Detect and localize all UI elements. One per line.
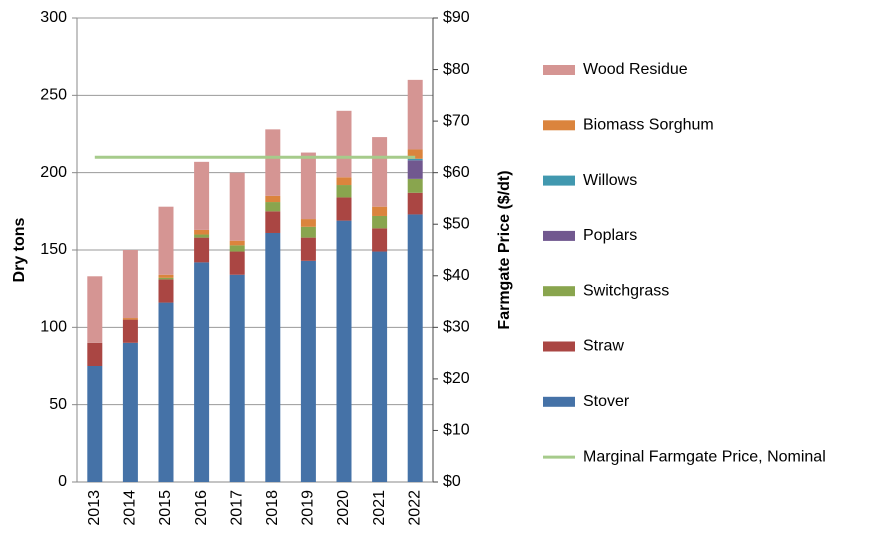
y2-axis-label: Farmgate Price ($/dt) xyxy=(496,170,513,329)
y-tick-label: 200 xyxy=(40,164,67,181)
bar-segment xyxy=(407,178,423,193)
bar-segment xyxy=(87,366,103,482)
bar-segment xyxy=(336,185,352,198)
bar-segment xyxy=(336,110,352,178)
bar-segment xyxy=(300,219,316,227)
bar-segment xyxy=(265,211,281,233)
legend-swatch xyxy=(543,120,575,131)
bar-segment xyxy=(336,177,352,186)
y-tick-label: 100 xyxy=(40,319,67,336)
bar-segment xyxy=(229,245,245,252)
bar-segment xyxy=(265,195,281,203)
x-tick-label: 2015 xyxy=(157,490,174,526)
bar-segment xyxy=(336,220,352,482)
y-tick-label: 300 xyxy=(40,9,67,26)
y2-tick-label: $10 xyxy=(443,422,470,439)
bar-segment xyxy=(229,240,245,246)
bar-segment xyxy=(229,172,245,241)
legend-label: Poplars xyxy=(583,227,637,244)
y-axis-label: Dry tons xyxy=(11,217,28,282)
bar-segment xyxy=(265,129,281,196)
bar-segment xyxy=(122,250,138,319)
y2-tick-label: $80 xyxy=(443,61,470,78)
y2-tick-label: $70 xyxy=(443,112,470,129)
bar-segment xyxy=(372,206,388,216)
bar-segment xyxy=(265,232,281,482)
bar-segment xyxy=(158,277,174,280)
bar-segment xyxy=(158,206,174,275)
legend-label: Wood Residue xyxy=(583,61,688,78)
y2-tick-label: $60 xyxy=(443,164,470,181)
bar-segment xyxy=(372,251,388,482)
bar-segment xyxy=(407,160,423,179)
bar-segment xyxy=(194,229,210,235)
bar-segment xyxy=(122,342,138,482)
y2-tick-label: $40 xyxy=(443,267,470,284)
bar-segment xyxy=(158,302,174,482)
y2-tick-label: $20 xyxy=(443,370,470,387)
bar-segment xyxy=(194,262,210,482)
legend-label: Stover xyxy=(583,393,630,410)
legend-label: Biomass Sorghum xyxy=(583,117,714,134)
legend-label: Marginal Farmgate Price, Nominal xyxy=(583,448,826,465)
legend-swatch xyxy=(543,230,575,241)
bar-segment xyxy=(372,215,388,229)
y2-tick-label: $0 xyxy=(443,473,461,490)
bar-segment xyxy=(87,276,103,343)
x-tick-label: 2019 xyxy=(300,490,317,526)
legend-label: Willows xyxy=(583,172,637,189)
legend-swatch xyxy=(543,65,575,75)
x-tick-label: 2017 xyxy=(228,490,245,526)
bar-segment xyxy=(407,149,423,159)
x-tick-label: 2022 xyxy=(406,490,423,526)
x-tick-label: 2021 xyxy=(371,490,388,526)
bar-segment xyxy=(122,318,138,320)
bar-segment xyxy=(300,152,316,220)
bar-segment xyxy=(194,234,210,238)
bar-segment xyxy=(372,137,388,207)
x-tick-label: 2013 xyxy=(86,490,103,526)
bar-segment xyxy=(372,228,388,252)
bar-segment xyxy=(87,342,103,366)
y2-tick-label: $90 xyxy=(443,9,470,26)
y2-tick-label: $30 xyxy=(443,319,470,336)
bar-segment xyxy=(407,79,423,150)
legend-swatch xyxy=(543,396,575,407)
y-tick-label: 250 xyxy=(40,87,67,104)
bar-segment xyxy=(122,319,138,343)
legend-swatch xyxy=(543,341,575,352)
legend-swatch xyxy=(543,175,575,186)
bar-segment xyxy=(407,158,423,161)
bar-segment xyxy=(229,274,245,482)
bar-segment xyxy=(158,279,174,303)
y-tick-label: 0 xyxy=(58,473,67,490)
x-tick-label: 2018 xyxy=(264,490,281,526)
bar-segment xyxy=(229,251,245,275)
x-tick-label: 2014 xyxy=(122,490,139,526)
bar-segment xyxy=(407,192,423,215)
bar-segment xyxy=(158,274,174,278)
legend-label: Switchgrass xyxy=(583,282,669,299)
bar-segment xyxy=(265,202,281,212)
bar-segment xyxy=(300,237,316,261)
y-tick-label: 50 xyxy=(49,396,67,413)
legend-label: Straw xyxy=(583,338,624,355)
bar-segment xyxy=(300,260,316,482)
y-tick-label: 150 xyxy=(40,241,67,258)
x-tick-label: 2016 xyxy=(193,490,210,526)
x-tick-label: 2020 xyxy=(335,490,352,526)
bar-segment xyxy=(300,226,316,238)
bar-segment xyxy=(194,237,210,263)
bar-segment xyxy=(336,197,352,221)
bar-segment xyxy=(407,214,423,482)
legend-swatch xyxy=(543,286,575,297)
bar-segment xyxy=(194,161,210,230)
y2-tick-label: $50 xyxy=(443,215,470,232)
